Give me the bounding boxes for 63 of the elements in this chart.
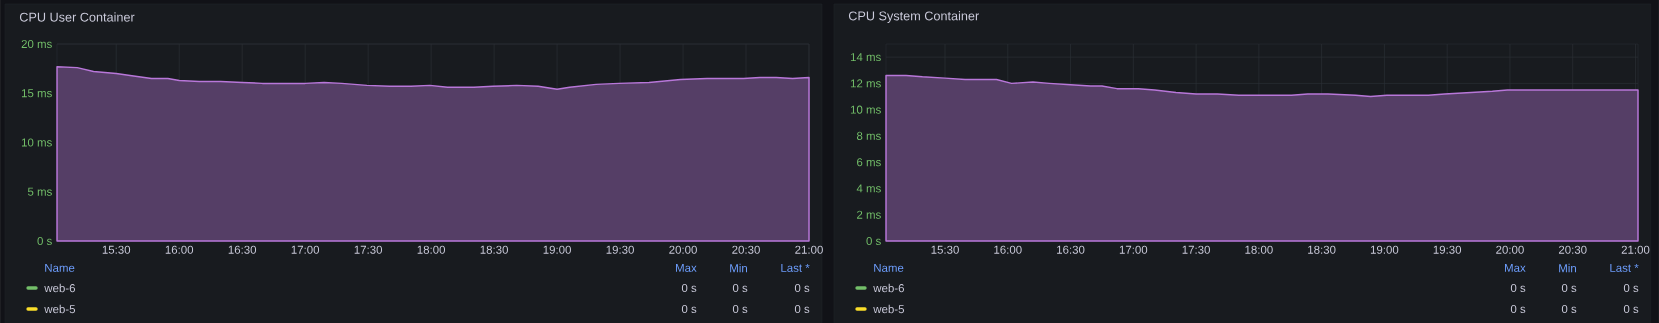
x-tick-label: 16:00 — [994, 245, 1022, 254]
legend-label: web-5 — [44, 304, 76, 314]
x-tick-label: 19:00 — [543, 245, 571, 254]
legend-label: web-6 — [44, 283, 76, 293]
text: Max — [1505, 263, 1526, 272]
x-tick-label: 17:00 — [291, 245, 320, 254]
text: 0 s — [681, 304, 697, 313]
y-tick-label: 5 ms — [27, 187, 52, 196]
text: 0 s — [1623, 283, 1639, 292]
text: Last * — [1610, 263, 1639, 272]
x-tick-label: 19:00 — [1370, 245, 1399, 254]
y-tick-label: 2 ms — [857, 210, 881, 219]
y-tick-label: 8 ms — [856, 131, 881, 140]
text: 0 s — [1561, 283, 1577, 292]
x-tick-label: 17:30 — [354, 245, 383, 254]
text: Min — [1559, 263, 1576, 273]
x-tick-label: 19:30 — [1433, 245, 1462, 254]
x-tick-label: 18:30 — [1308, 245, 1336, 254]
x-tick-label: 21:00 — [795, 245, 823, 254]
x-tick-label: 15:30 — [931, 245, 959, 254]
y-tick-label: 20 ms — [21, 39, 52, 48]
y-tick-label: 12 ms — [850, 79, 881, 88]
x-tick-label: 17:30 — [1182, 245, 1210, 254]
x-tick-label: 18:30 — [480, 245, 508, 254]
legend-label: web-5 — [873, 304, 905, 314]
text: Last * — [781, 263, 810, 272]
x-tick-label: 16:30 — [228, 245, 257, 254]
x-tick-label: 20:30 — [732, 245, 760, 254]
x-tick-label: 18:00 — [417, 245, 446, 254]
y-tick-label: 6 ms — [857, 158, 881, 167]
x-tick-label: 20:00 — [669, 245, 697, 254]
text: 0 s — [681, 283, 697, 292]
y-tick-label: 15 ms — [21, 89, 52, 98]
x-tick-label: 21:00 — [1621, 245, 1650, 254]
text: 0 s — [1561, 304, 1577, 313]
x-tick-label: 15:30 — [102, 245, 131, 254]
text: 0 s — [794, 283, 810, 292]
text: Name — [45, 263, 75, 272]
text: 0 s — [794, 304, 810, 313]
text: 0 s — [1510, 283, 1526, 292]
text: 0 s — [1510, 304, 1526, 313]
text: Min — [730, 263, 747, 273]
x-tick-label: 17:00 — [1119, 245, 1148, 254]
chart-title: CPU User Container — [19, 12, 135, 22]
text: 0 s — [732, 304, 748, 313]
legend-label: web-6 — [873, 283, 904, 293]
text: 0 s — [732, 283, 748, 292]
x-tick-label: 20:00 — [1496, 245, 1524, 254]
y-tick-label: 10 ms — [850, 105, 881, 114]
y-tick-label: 0 s — [37, 236, 52, 245]
y-tick-label: 10 ms — [21, 138, 52, 147]
text: Max — [676, 263, 697, 272]
chart-title: CPU System Container — [848, 10, 979, 23]
x-tick-label: 16:00 — [165, 245, 194, 254]
y-tick-label: 4 ms — [856, 184, 881, 193]
text: Name — [874, 263, 904, 272]
text: 0 s — [1623, 304, 1639, 313]
x-tick-label: 19:30 — [606, 245, 634, 254]
y-tick-label: 14 ms — [850, 53, 881, 61]
x-tick-label: 18:00 — [1245, 245, 1273, 254]
x-tick-label: 16:30 — [1057, 245, 1085, 254]
x-tick-label: 20:30 — [1558, 245, 1587, 254]
y-tick-label: 0 s — [866, 236, 881, 245]
